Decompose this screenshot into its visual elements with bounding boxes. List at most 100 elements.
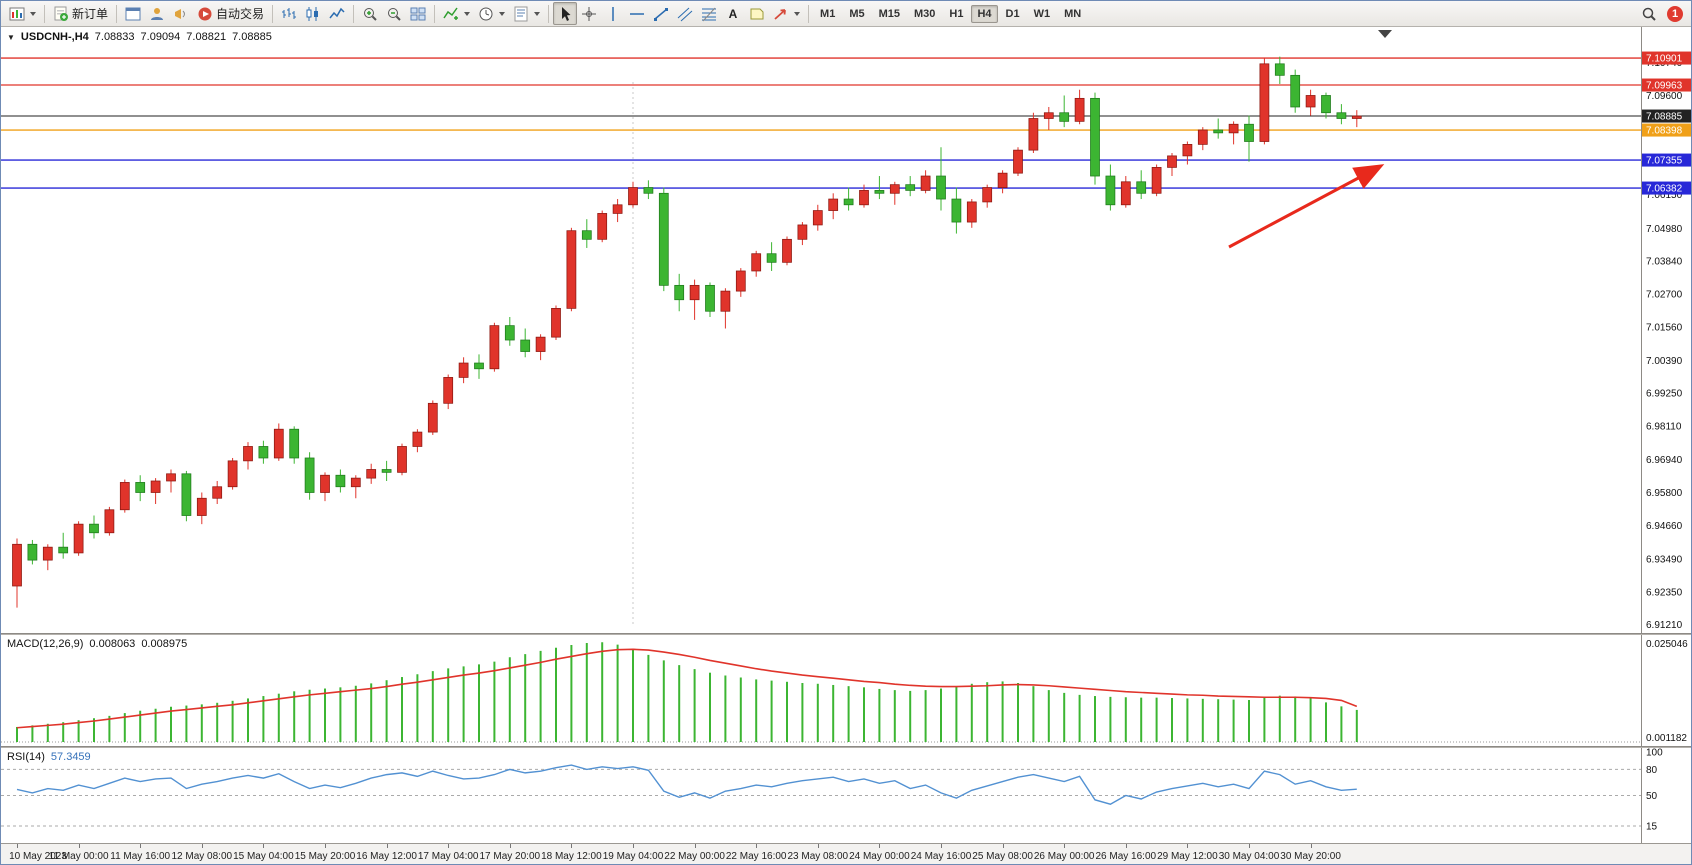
zoom-in-button[interactable] xyxy=(358,2,382,25)
dropdown-caret-icon[interactable] xyxy=(534,11,541,16)
candle xyxy=(920,170,931,194)
candle-body xyxy=(1151,167,1162,194)
timeframe-h4-button[interactable]: H4 xyxy=(971,4,998,23)
crosshair-button[interactable] xyxy=(577,2,601,25)
zoom-out-button[interactable] xyxy=(382,2,406,25)
search-button[interactable] xyxy=(1637,2,1661,25)
timeframe-w1-button[interactable]: W1 xyxy=(1033,7,1051,20)
profile-button[interactable] xyxy=(145,2,169,25)
timeframe-mn-button[interactable]: MN xyxy=(1064,7,1082,20)
notification-badge[interactable]: 1 xyxy=(1667,5,1683,22)
macd-rsi-splitter[interactable] xyxy=(1,746,1691,748)
candle xyxy=(859,184,869,208)
candle-body xyxy=(166,473,176,482)
timeframe-d1-button[interactable]: D1 xyxy=(1005,7,1020,20)
time-label: 15 May 20:00 xyxy=(294,851,356,862)
chart-shift-marker[interactable] xyxy=(1378,30,1392,38)
tile-windows-button[interactable] xyxy=(406,2,430,25)
text-button[interactable]: A xyxy=(721,2,745,25)
time-tick xyxy=(386,844,388,848)
candle-body xyxy=(828,198,839,211)
candle xyxy=(212,480,223,505)
dropdown-caret-icon[interactable] xyxy=(464,11,471,16)
toolbar-right-group: 1 xyxy=(1637,2,1687,25)
price-tick-label: 6.99250 xyxy=(1646,389,1683,400)
candle-body xyxy=(1182,144,1193,157)
candle-body xyxy=(1336,112,1347,119)
timeframe-h1-button[interactable]: H1 xyxy=(949,7,964,20)
candle-body xyxy=(1321,95,1331,114)
candle xyxy=(350,475,361,499)
dropdown-caret-icon[interactable] xyxy=(794,11,801,16)
price-chart-panel[interactable]: 7.107407.096007.084607.073207.061507.049… xyxy=(1,27,1692,633)
candle xyxy=(520,328,531,358)
timeframe-m5-button[interactable]: M5 xyxy=(849,7,865,20)
candle-body xyxy=(1213,129,1224,134)
candle xyxy=(1028,112,1039,154)
candle xyxy=(658,187,669,292)
fibo-icon xyxy=(702,7,717,21)
bar-chart-button[interactable] xyxy=(277,2,301,25)
macd-panel[interactable]: 0.025046 0.001182 MACD(12,26,9) 0.008063 … xyxy=(1,635,1691,746)
macd-canvas: 0.025046 0.001182 xyxy=(1,635,1688,746)
price-tick-label: 6.94660 xyxy=(1646,521,1683,532)
charts-window-button[interactable] xyxy=(121,2,145,25)
clock-icon xyxy=(479,7,493,20)
candle xyxy=(1090,92,1100,185)
horizontal-line-button[interactable] xyxy=(625,2,649,25)
chart-menu-icon[interactable]: ▼ xyxy=(7,32,15,42)
candle-body xyxy=(119,482,130,511)
time-tick xyxy=(448,844,450,848)
candle-body xyxy=(658,192,669,286)
candle xyxy=(1351,110,1362,128)
price-tick-label: 7.03840 xyxy=(1646,257,1683,268)
time-tick xyxy=(879,844,881,848)
chart-macd-splitter[interactable] xyxy=(1,633,1691,635)
trend-arrow-annotation[interactable] xyxy=(1228,164,1385,249)
alerts-button[interactable] xyxy=(169,2,193,25)
candlestick-chart-button[interactable] xyxy=(301,2,325,25)
candle-body xyxy=(1074,97,1085,122)
new-chart-button[interactable] xyxy=(5,2,40,25)
hline-icon xyxy=(630,12,645,15)
indicators-button[interactable] xyxy=(439,2,474,25)
dropdown-caret-icon[interactable] xyxy=(499,11,506,16)
price-level-tag xyxy=(1642,51,1691,65)
candle-body xyxy=(1228,123,1239,134)
candle xyxy=(1182,141,1193,165)
time-label: 25 May 08:00 xyxy=(972,851,1033,862)
time-tick xyxy=(817,844,819,848)
candle-body xyxy=(366,469,377,479)
autotrading-button[interactable]: 自动交易 xyxy=(193,2,268,25)
trendline-button[interactable] xyxy=(649,2,673,25)
new-order-button[interactable]: 新订单 xyxy=(49,2,112,25)
time-axis[interactable]: 10 May 2023 11 May 00:00 11 May 16:00 12 Ma… xyxy=(1,843,1691,864)
price-tick-label: 6.92350 xyxy=(1646,587,1683,598)
candle xyxy=(412,429,423,453)
candle-body xyxy=(859,190,869,206)
price-chart-canvas[interactable]: 7.107407.096007.084607.073207.061507.049… xyxy=(1,27,1692,633)
chart-close-value: 7.08885 xyxy=(232,31,272,43)
candle xyxy=(1290,69,1301,113)
timeframe-m30-button[interactable]: M30 xyxy=(914,7,936,20)
rsi-value: 57.3459 xyxy=(50,751,91,763)
periods-button[interactable] xyxy=(474,2,509,25)
equidistant-channel-button[interactable] xyxy=(673,2,697,25)
timeframe-m1-button[interactable]: M1 xyxy=(820,7,836,20)
candle-body xyxy=(150,480,161,493)
text-label-button[interactable] xyxy=(745,2,769,25)
candle-body xyxy=(966,201,977,223)
templates-button[interactable] xyxy=(509,2,544,25)
vertical-line-button[interactable] xyxy=(601,2,625,25)
timeframe-m15-button[interactable]: M15 xyxy=(878,7,900,20)
arrows-button[interactable] xyxy=(769,2,804,25)
line-chart-button[interactable] xyxy=(325,2,349,25)
tline-icon xyxy=(654,7,669,21)
fibonacci-button[interactable] xyxy=(697,2,721,25)
cursor-button[interactable] xyxy=(553,2,578,25)
candle-body xyxy=(843,198,854,206)
time-tick xyxy=(509,844,511,848)
dropdown-caret-icon[interactable] xyxy=(30,11,36,16)
rsi-panel[interactable]: 100 80 50 15 RSI(14) 57.3459 xyxy=(1,748,1691,843)
candle xyxy=(304,452,315,500)
